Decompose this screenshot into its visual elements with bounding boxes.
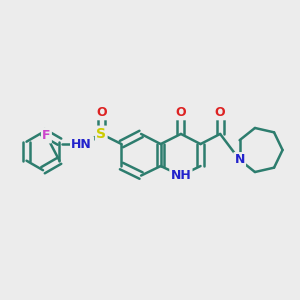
Text: NH: NH — [170, 169, 191, 182]
Text: HN: HN — [71, 138, 92, 151]
Text: N: N — [234, 153, 245, 166]
Text: O: O — [82, 138, 93, 151]
Text: F: F — [42, 129, 51, 142]
Text: O: O — [96, 106, 106, 119]
Text: S: S — [96, 127, 106, 141]
Text: O: O — [176, 106, 186, 119]
Text: O: O — [215, 106, 226, 119]
